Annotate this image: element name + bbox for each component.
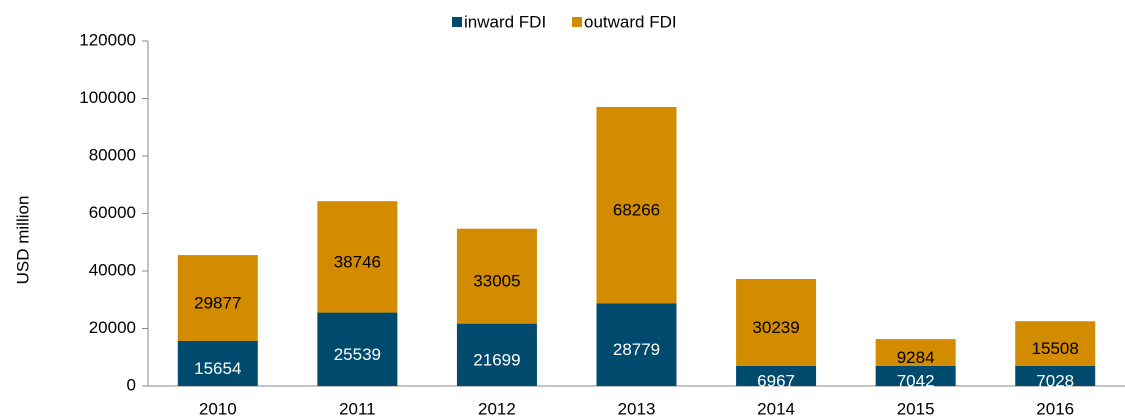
bar-segment: [456, 323, 537, 386]
data-label: 15508: [1032, 339, 1079, 358]
data-label: 9284: [897, 348, 935, 367]
data-label: 68266: [613, 201, 660, 220]
data-label: 7028: [1036, 371, 1074, 390]
x-tick-label: 2011: [339, 399, 376, 418]
data-label: 30239: [752, 318, 799, 337]
bar-segment: [1015, 321, 1096, 366]
bar-segment: [317, 201, 398, 313]
bar-segment: [456, 228, 537, 324]
y-tick-label: 60000: [89, 203, 136, 222]
data-label: 33005: [473, 272, 520, 291]
bar-segment: [177, 340, 258, 386]
y-tick-label: 0: [127, 375, 136, 394]
y-tick-label: 100000: [79, 88, 136, 107]
data-label: 28779: [613, 340, 660, 359]
bar-segment: [736, 365, 817, 386]
data-label: 15654: [194, 359, 241, 378]
data-label: 38746: [334, 252, 381, 271]
data-label: 6967: [757, 371, 795, 390]
legend-swatch: [452, 17, 462, 27]
y-tick-label: 80000: [89, 145, 136, 164]
bar-segment: [596, 303, 677, 386]
bar-segment: [875, 365, 956, 386]
data-label: 25539: [334, 345, 381, 364]
bar-segment: [736, 279, 817, 366]
x-tick-label: 2015: [897, 399, 935, 418]
legend-label: outward FDI: [584, 12, 677, 31]
x-tick-label: 2013: [618, 399, 656, 418]
data-label: 7042: [897, 371, 935, 390]
y-tick-label: 40000: [89, 260, 136, 279]
y-tick-label: 20000: [89, 318, 136, 337]
bar-segment: [596, 106, 677, 304]
x-tick-label: 2010: [199, 399, 237, 418]
x-tick-label: 2014: [757, 399, 795, 418]
data-label: 21699: [473, 350, 520, 369]
bar-segment: [317, 312, 398, 386]
x-tick-label: 2016: [1036, 399, 1074, 418]
legend-swatch: [572, 17, 582, 27]
bar-segment: [1015, 365, 1096, 386]
y-tick-label: 120000: [79, 30, 136, 49]
bar-segment: [875, 339, 956, 366]
x-tick-label: 2012: [478, 399, 516, 418]
bar-segment: [177, 255, 258, 341]
data-label: 29877: [194, 294, 241, 313]
legend-label: inward FDI: [464, 12, 546, 31]
y-axis-label: USD million: [13, 196, 32, 285]
